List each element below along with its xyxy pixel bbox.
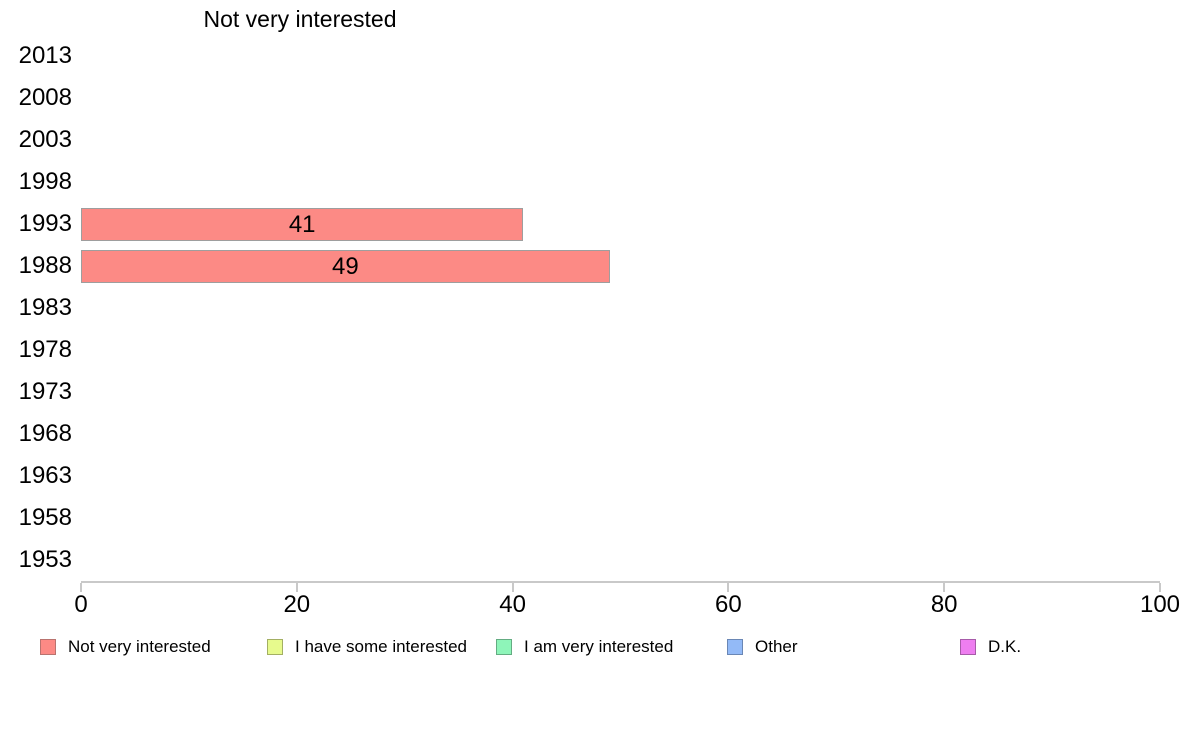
x-tick-label: 0 — [74, 591, 88, 618]
legend-swatch — [496, 639, 512, 655]
legend-label: Not very interested — [68, 637, 211, 656]
legend: Not very interested I have some intereste… — [0, 636, 1188, 660]
chart-title: Not very interested — [203, 6, 397, 32]
category-row: 1993 41 — [19, 203, 1160, 245]
x-tick — [943, 583, 946, 592]
category-row: 1983 — [19, 287, 1160, 329]
category-row: 1978 — [19, 329, 1160, 371]
category-row: 1988 49 — [19, 245, 1160, 287]
x-tick-label: 80 — [930, 591, 958, 618]
y-axis-label: 1978 — [18, 336, 72, 363]
legend-label: I am very interested — [524, 637, 674, 656]
bar: 49 — [81, 249, 610, 283]
category-row: 1998 — [19, 161, 1160, 203]
bar-value-label: 49 — [332, 252, 359, 280]
legend-item[interactable]: I am very interested — [496, 636, 673, 658]
legend-swatch — [267, 639, 283, 655]
plot-area: 2013 2008 2003 1998 1993 41 1988 49 1983 1978 1973… — [19, 35, 1180, 618]
y-axis-label: 1983 — [18, 294, 72, 321]
x-tick-label: 100 — [1139, 591, 1181, 618]
y-axis-label: 1993 — [18, 210, 72, 237]
legend-swatch — [727, 639, 743, 655]
x-tick-label: 60 — [715, 591, 742, 618]
x-tick — [511, 583, 514, 592]
x-tick-label: 40 — [499, 591, 526, 618]
legend-item[interactable]: I have some interested — [267, 636, 467, 658]
legend-label: I have some interested — [295, 637, 467, 656]
y-axis-label: 1973 — [18, 378, 72, 405]
legend-label: Other — [755, 637, 798, 656]
x-tick — [295, 583, 298, 592]
legend-swatch — [40, 639, 56, 655]
legend-label: D.K. — [988, 637, 1022, 656]
category-row: 1973 — [19, 371, 1160, 413]
y-axis-label: 1963 — [18, 462, 72, 489]
category-row: 2013 — [19, 35, 1160, 77]
x-axis-line — [81, 581, 1160, 583]
category-row: 1968 — [19, 413, 1160, 455]
bar: 41 — [81, 207, 524, 241]
legend-item[interactable]: Other — [727, 636, 798, 658]
legend-item[interactable]: Not very interested — [40, 636, 211, 658]
y-axis-label: 1953 — [18, 546, 72, 573]
y-axis-label: 2013 — [18, 42, 72, 69]
y-axis-label: 2003 — [18, 126, 72, 153]
x-tick — [727, 583, 730, 592]
legend-item[interactable]: D.K. — [960, 636, 1021, 658]
category-row: 1958 — [19, 497, 1160, 539]
y-axis-label: 2008 — [18, 84, 72, 111]
bar-value-label: 41 — [288, 210, 316, 238]
category-row: 1963 — [19, 455, 1160, 497]
category-row: 2003 — [19, 119, 1160, 161]
x-tick — [80, 583, 82, 592]
legend-swatch — [960, 639, 976, 655]
y-axis-label: 1968 — [18, 420, 72, 447]
category-row: 1953 — [19, 539, 1160, 581]
x-tick-label: 20 — [283, 591, 311, 618]
y-axis-label: 1988 — [18, 252, 72, 279]
x-tick — [1159, 583, 1161, 592]
y-axis-label: 1998 — [18, 168, 72, 195]
y-axis-label: 1958 — [18, 504, 72, 531]
category-row: 2008 — [19, 77, 1160, 119]
